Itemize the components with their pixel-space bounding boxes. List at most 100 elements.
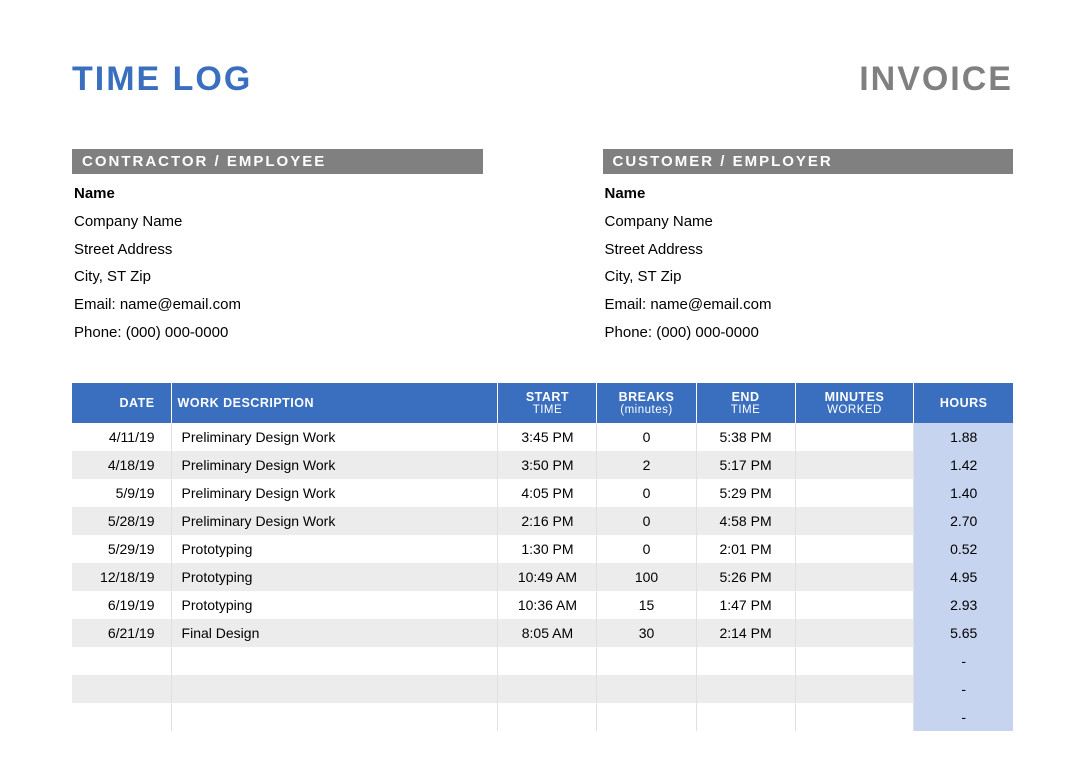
contractor-phone: Phone: (000) 000-0000 [74,319,481,347]
cell-start [498,703,597,731]
cell-end: 1:47 PM [696,591,795,619]
cell-date: 6/21/19 [72,619,171,647]
cell-start: 8:05 AM [498,619,597,647]
contractor-name: Name [74,180,481,208]
table-row: - [72,675,1013,703]
cell-date: 6/19/19 [72,591,171,619]
col-date: DATE [72,383,171,423]
cell-hours: 5.65 [914,619,1013,647]
table-body: 4/11/19Preliminary Design Work3:45 PM05:… [72,423,1013,731]
cell-breaks: 30 [597,619,696,647]
table-row: 4/11/19Preliminary Design Work3:45 PM05:… [72,423,1013,451]
cell-end: 5:29 PM [696,479,795,507]
cell-breaks [597,675,696,703]
cell-date: 12/18/19 [72,563,171,591]
cell-desc [171,703,498,731]
cell-hours: 1.40 [914,479,1013,507]
col-minutes: MINUTESWORKED [795,383,914,423]
cell-start: 3:50 PM [498,451,597,479]
cell-end: 5:17 PM [696,451,795,479]
table-row: 12/18/19Prototyping10:49 AM1005:26 PM4.9… [72,563,1013,591]
cell-end [696,647,795,675]
table-row: 5/29/19Prototyping1:30 PM02:01 PM0.52 [72,535,1013,563]
page-header: TIME LOG INVOICE [72,60,1013,99]
customer-header: CUSTOMER / EMPLOYER [603,149,1014,174]
cell-hours: - [914,675,1013,703]
cell-end: 5:26 PM [696,563,795,591]
cell-start [498,675,597,703]
contractor-header: CONTRACTOR / EMPLOYEE [72,149,483,174]
customer-company: Company Name [605,208,1012,236]
col-desc: WORK DESCRIPTION [171,383,498,423]
table-row: 5/28/19Preliminary Design Work2:16 PM04:… [72,507,1013,535]
cell-date: 5/28/19 [72,507,171,535]
cell-start: 2:16 PM [498,507,597,535]
cell-minutes [795,507,914,535]
cell-date [72,675,171,703]
contractor-street: Street Address [74,236,481,264]
cell-breaks: 0 [597,507,696,535]
table-row: - [72,647,1013,675]
cell-desc: Preliminary Design Work [171,451,498,479]
cell-desc: Final Design [171,619,498,647]
contractor-block: CONTRACTOR / EMPLOYEE Name Company Name … [72,149,483,347]
col-breaks: BREAKS(minutes) [597,383,696,423]
cell-end: 2:01 PM [696,535,795,563]
cell-minutes [795,451,914,479]
table-row: 6/21/19Final Design8:05 AM302:14 PM5.65 [72,619,1013,647]
cell-hours: 1.88 [914,423,1013,451]
info-section: CONTRACTOR / EMPLOYEE Name Company Name … [72,149,1013,347]
contractor-company: Company Name [74,208,481,236]
cell-start: 4:05 PM [498,479,597,507]
cell-desc: Prototyping [171,591,498,619]
cell-breaks: 0 [597,479,696,507]
cell-date: 4/11/19 [72,423,171,451]
cell-hours: 2.93 [914,591,1013,619]
cell-minutes [795,423,914,451]
cell-start [498,647,597,675]
customer-block: CUSTOMER / EMPLOYER Name Company Name St… [603,149,1014,347]
cell-start: 1:30 PM [498,535,597,563]
table-header-row: DATE WORK DESCRIPTION STARTTIME BREAKS(m… [72,383,1013,423]
cell-hours: 0.52 [914,535,1013,563]
cell-minutes [795,647,914,675]
cell-hours: 4.95 [914,563,1013,591]
customer-street: Street Address [605,236,1012,264]
table-row: 5/9/19Preliminary Design Work4:05 PM05:2… [72,479,1013,507]
customer-email: Email: name@email.com [605,291,1012,319]
title-right: INVOICE [859,60,1013,99]
cell-minutes [795,563,914,591]
cell-breaks: 15 [597,591,696,619]
cell-breaks: 2 [597,451,696,479]
cell-desc: Prototyping [171,535,498,563]
contractor-email: Email: name@email.com [74,291,481,319]
table-row: 4/18/19Preliminary Design Work3:50 PM25:… [72,451,1013,479]
cell-breaks: 100 [597,563,696,591]
cell-date: 5/29/19 [72,535,171,563]
cell-end [696,703,795,731]
cell-minutes [795,535,914,563]
cell-start: 10:49 AM [498,563,597,591]
customer-body: Name Company Name Street Address City, S… [603,174,1014,347]
cell-hours: 2.70 [914,507,1013,535]
cell-desc: Preliminary Design Work [171,423,498,451]
cell-minutes [795,675,914,703]
cell-minutes [795,703,914,731]
cell-hours: - [914,647,1013,675]
timelog-table: DATE WORK DESCRIPTION STARTTIME BREAKS(m… [72,383,1013,731]
cell-date: 4/18/19 [72,451,171,479]
table-row: - [72,703,1013,731]
cell-desc [171,675,498,703]
cell-start: 10:36 AM [498,591,597,619]
cell-breaks [597,703,696,731]
cell-hours: - [914,703,1013,731]
cell-hours: 1.42 [914,451,1013,479]
cell-date [72,647,171,675]
cell-breaks: 0 [597,423,696,451]
cell-minutes [795,591,914,619]
customer-city: City, ST Zip [605,263,1012,291]
cell-start: 3:45 PM [498,423,597,451]
cell-end: 5:38 PM [696,423,795,451]
cell-desc [171,647,498,675]
customer-phone: Phone: (000) 000-0000 [605,319,1012,347]
